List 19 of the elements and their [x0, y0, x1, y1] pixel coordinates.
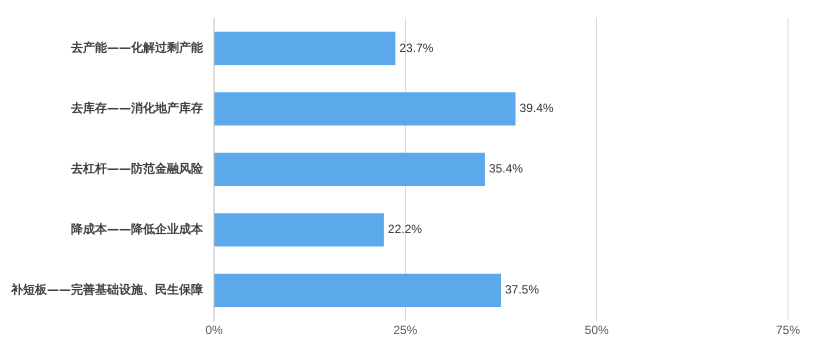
- y-tick-label: 去杠杆——防范金融风险: [70, 162, 204, 176]
- data-label: 37.5%: [505, 282, 540, 297]
- data-label: 23.7%: [399, 40, 434, 55]
- x-tick-label: 75%: [776, 323, 800, 338]
- data-label: 39.4%: [520, 101, 554, 116]
- y-tick-label: 降成本——降低企业成本: [71, 222, 204, 236]
- data-label: 35.4%: [488, 162, 524, 176]
- data-label: 22.2%: [388, 222, 422, 236]
- bar: [214, 32, 396, 66]
- bar: [214, 152, 485, 186]
- y-tick-label: 去库存——消化地产库存: [70, 101, 203, 116]
- bar: [214, 92, 516, 126]
- y-tick-label: 补短板——完善基础设施、民生保障: [10, 282, 203, 296]
- y-tick-label: 去产能——化解过剩产能: [70, 40, 204, 55]
- x-tick-label: 50%: [584, 323, 609, 338]
- bar: [214, 274, 501, 307]
- bar: [214, 213, 384, 247]
- x-tick-label: 25%: [393, 323, 418, 338]
- x-tick-label: 0%: [205, 323, 223, 338]
